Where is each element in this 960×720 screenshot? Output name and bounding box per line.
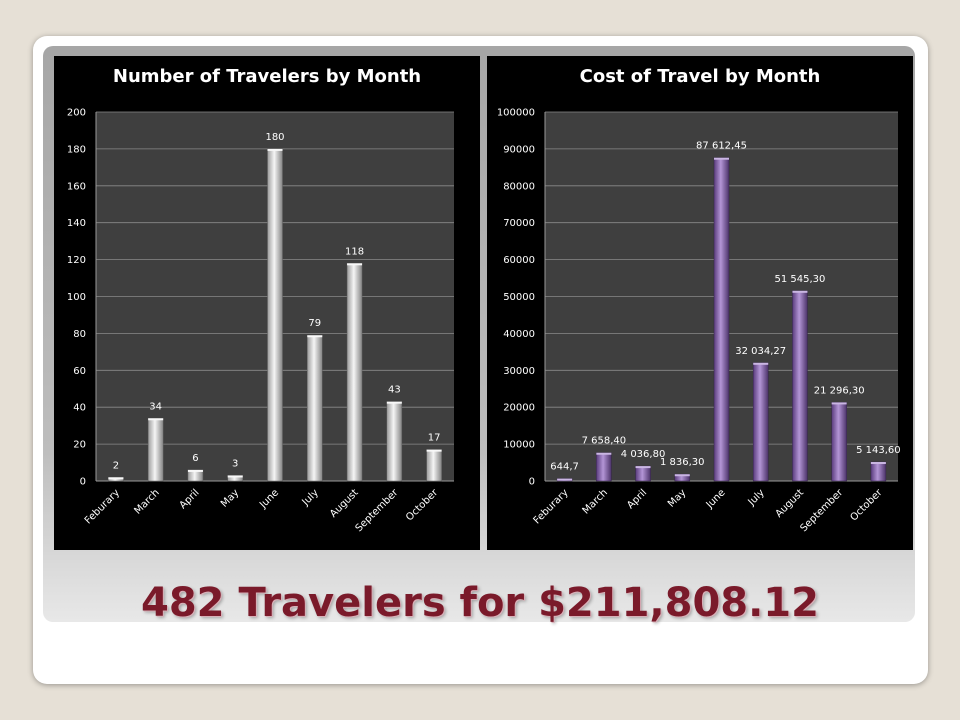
y-tick-label: 160 bbox=[67, 181, 86, 192]
data-label: 180 bbox=[265, 132, 284, 143]
y-tick-label: 0 bbox=[529, 477, 535, 488]
bar-october bbox=[870, 461, 887, 482]
bar-cap bbox=[635, 466, 651, 469]
bar-august bbox=[346, 263, 363, 482]
data-label: 5 143,60 bbox=[856, 445, 901, 456]
x-tick-label: September bbox=[354, 487, 401, 534]
y-tick-label: 30000 bbox=[503, 366, 535, 377]
x-tick-label: October bbox=[848, 487, 885, 524]
y-tick-label: 90000 bbox=[503, 144, 535, 155]
x-tick-label: April bbox=[625, 487, 649, 511]
y-tick-label: 40000 bbox=[503, 329, 535, 340]
bar-cap bbox=[674, 474, 690, 477]
bar-cap bbox=[267, 148, 283, 151]
bar-cap bbox=[753, 362, 769, 365]
x-tick-label: September bbox=[798, 487, 845, 534]
y-tick-label: 140 bbox=[67, 218, 86, 229]
bar-cap bbox=[870, 462, 886, 465]
data-label: 21 296,30 bbox=[814, 385, 865, 396]
bar-cap bbox=[426, 449, 442, 452]
y-tick-label: 70000 bbox=[503, 218, 535, 229]
x-tick-label: August bbox=[328, 487, 361, 520]
y-tick-label: 100000 bbox=[497, 108, 535, 119]
bar-cap bbox=[386, 401, 402, 404]
x-tick-label: March bbox=[581, 487, 610, 516]
x-tick-label: July bbox=[746, 487, 767, 508]
data-label: 3 bbox=[232, 458, 238, 469]
data-label: 17 bbox=[428, 433, 441, 444]
data-label: 7 658,40 bbox=[582, 436, 627, 447]
bar-cap bbox=[187, 469, 203, 472]
data-label: 43 bbox=[388, 385, 401, 396]
data-label: 79 bbox=[308, 318, 321, 329]
travelers-chart-panel: Number of Travelers by Month 0 20 40 60 80 10… bbox=[54, 56, 480, 550]
bar-september bbox=[386, 401, 403, 482]
x-tick-label: August bbox=[774, 487, 807, 520]
y-tick-label: 60 bbox=[73, 366, 86, 377]
x-tick-label: Feburary bbox=[83, 487, 122, 526]
bar-september bbox=[831, 402, 847, 482]
bar-cap bbox=[307, 335, 323, 338]
bar-july bbox=[307, 334, 323, 482]
bar-cap bbox=[347, 263, 363, 266]
bar-cap bbox=[714, 157, 729, 160]
data-label: 2 bbox=[113, 460, 119, 471]
y-tick-label: 180 bbox=[67, 144, 86, 155]
y-tick-label: 60000 bbox=[503, 255, 535, 266]
data-label: 1 836,30 bbox=[660, 457, 705, 468]
y-tick-label: 0 bbox=[80, 477, 86, 488]
x-tick-label: May bbox=[666, 487, 688, 509]
bar-march bbox=[147, 418, 164, 482]
bar-cap bbox=[831, 402, 847, 405]
y-tick-label: 20 bbox=[73, 440, 86, 451]
cost-chart-panel: Cost of Travel by Month 0 10000 20000 30000… bbox=[487, 56, 913, 550]
x-tick-label: Feburary bbox=[532, 487, 571, 526]
travelers-chart-title: Number of Travelers by Month bbox=[112, 66, 422, 87]
data-label: 118 bbox=[345, 246, 364, 257]
data-label: 87 612,45 bbox=[696, 141, 747, 152]
bar-cap bbox=[596, 452, 612, 455]
bar-june bbox=[267, 148, 283, 482]
x-tick-label: April bbox=[178, 487, 202, 511]
data-label: 32 034,27 bbox=[735, 346, 786, 357]
y-tick-label: 40 bbox=[73, 403, 86, 414]
x-tick-label: July bbox=[300, 487, 321, 508]
bar-july bbox=[752, 362, 769, 482]
y-tick-label: 120 bbox=[67, 255, 86, 266]
y-tick-label: 100 bbox=[67, 292, 86, 303]
data-label: 6 bbox=[192, 453, 198, 464]
cost-bar-chart: 0 10000 20000 30000 40000 50000 60000 70000 8000… bbox=[497, 108, 901, 535]
x-tick-label: March bbox=[132, 487, 161, 516]
bar-cap bbox=[108, 477, 124, 480]
bar-june bbox=[713, 157, 730, 482]
y-tick-label: 200 bbox=[67, 108, 86, 119]
travelers-bar-chart: 0 20 40 60 80 100 120 140 160 180 200 2 Feburary 34 Ma… bbox=[67, 108, 454, 534]
bar-march bbox=[596, 452, 612, 482]
y-tick-label: 80000 bbox=[503, 181, 535, 192]
x-tick-label: May bbox=[219, 487, 241, 509]
summary-headline: 482 Travelers for $211,808.12 bbox=[141, 580, 819, 626]
data-label: 51 545,30 bbox=[774, 274, 825, 285]
bar-april bbox=[635, 465, 651, 482]
bar-cap bbox=[792, 290, 808, 293]
bar-cap bbox=[148, 418, 164, 421]
bar-cap bbox=[557, 478, 573, 481]
bar-october bbox=[426, 449, 442, 482]
y-tick-label: 80 bbox=[73, 329, 86, 340]
bar-cap bbox=[227, 475, 243, 478]
data-label: 644,7 bbox=[550, 462, 579, 473]
x-tick-label: June bbox=[704, 487, 728, 511]
cost-chart-title: Cost of Travel by Month bbox=[579, 66, 821, 87]
y-tick-label: 50000 bbox=[503, 292, 535, 303]
data-label: 4 036,80 bbox=[621, 449, 666, 460]
x-tick-label: October bbox=[404, 487, 441, 524]
bar-august bbox=[792, 290, 808, 482]
data-label: 34 bbox=[149, 401, 162, 412]
y-tick-label: 20000 bbox=[503, 403, 535, 414]
y-tick-label: 10000 bbox=[503, 440, 535, 451]
x-tick-label: June bbox=[257, 487, 281, 511]
